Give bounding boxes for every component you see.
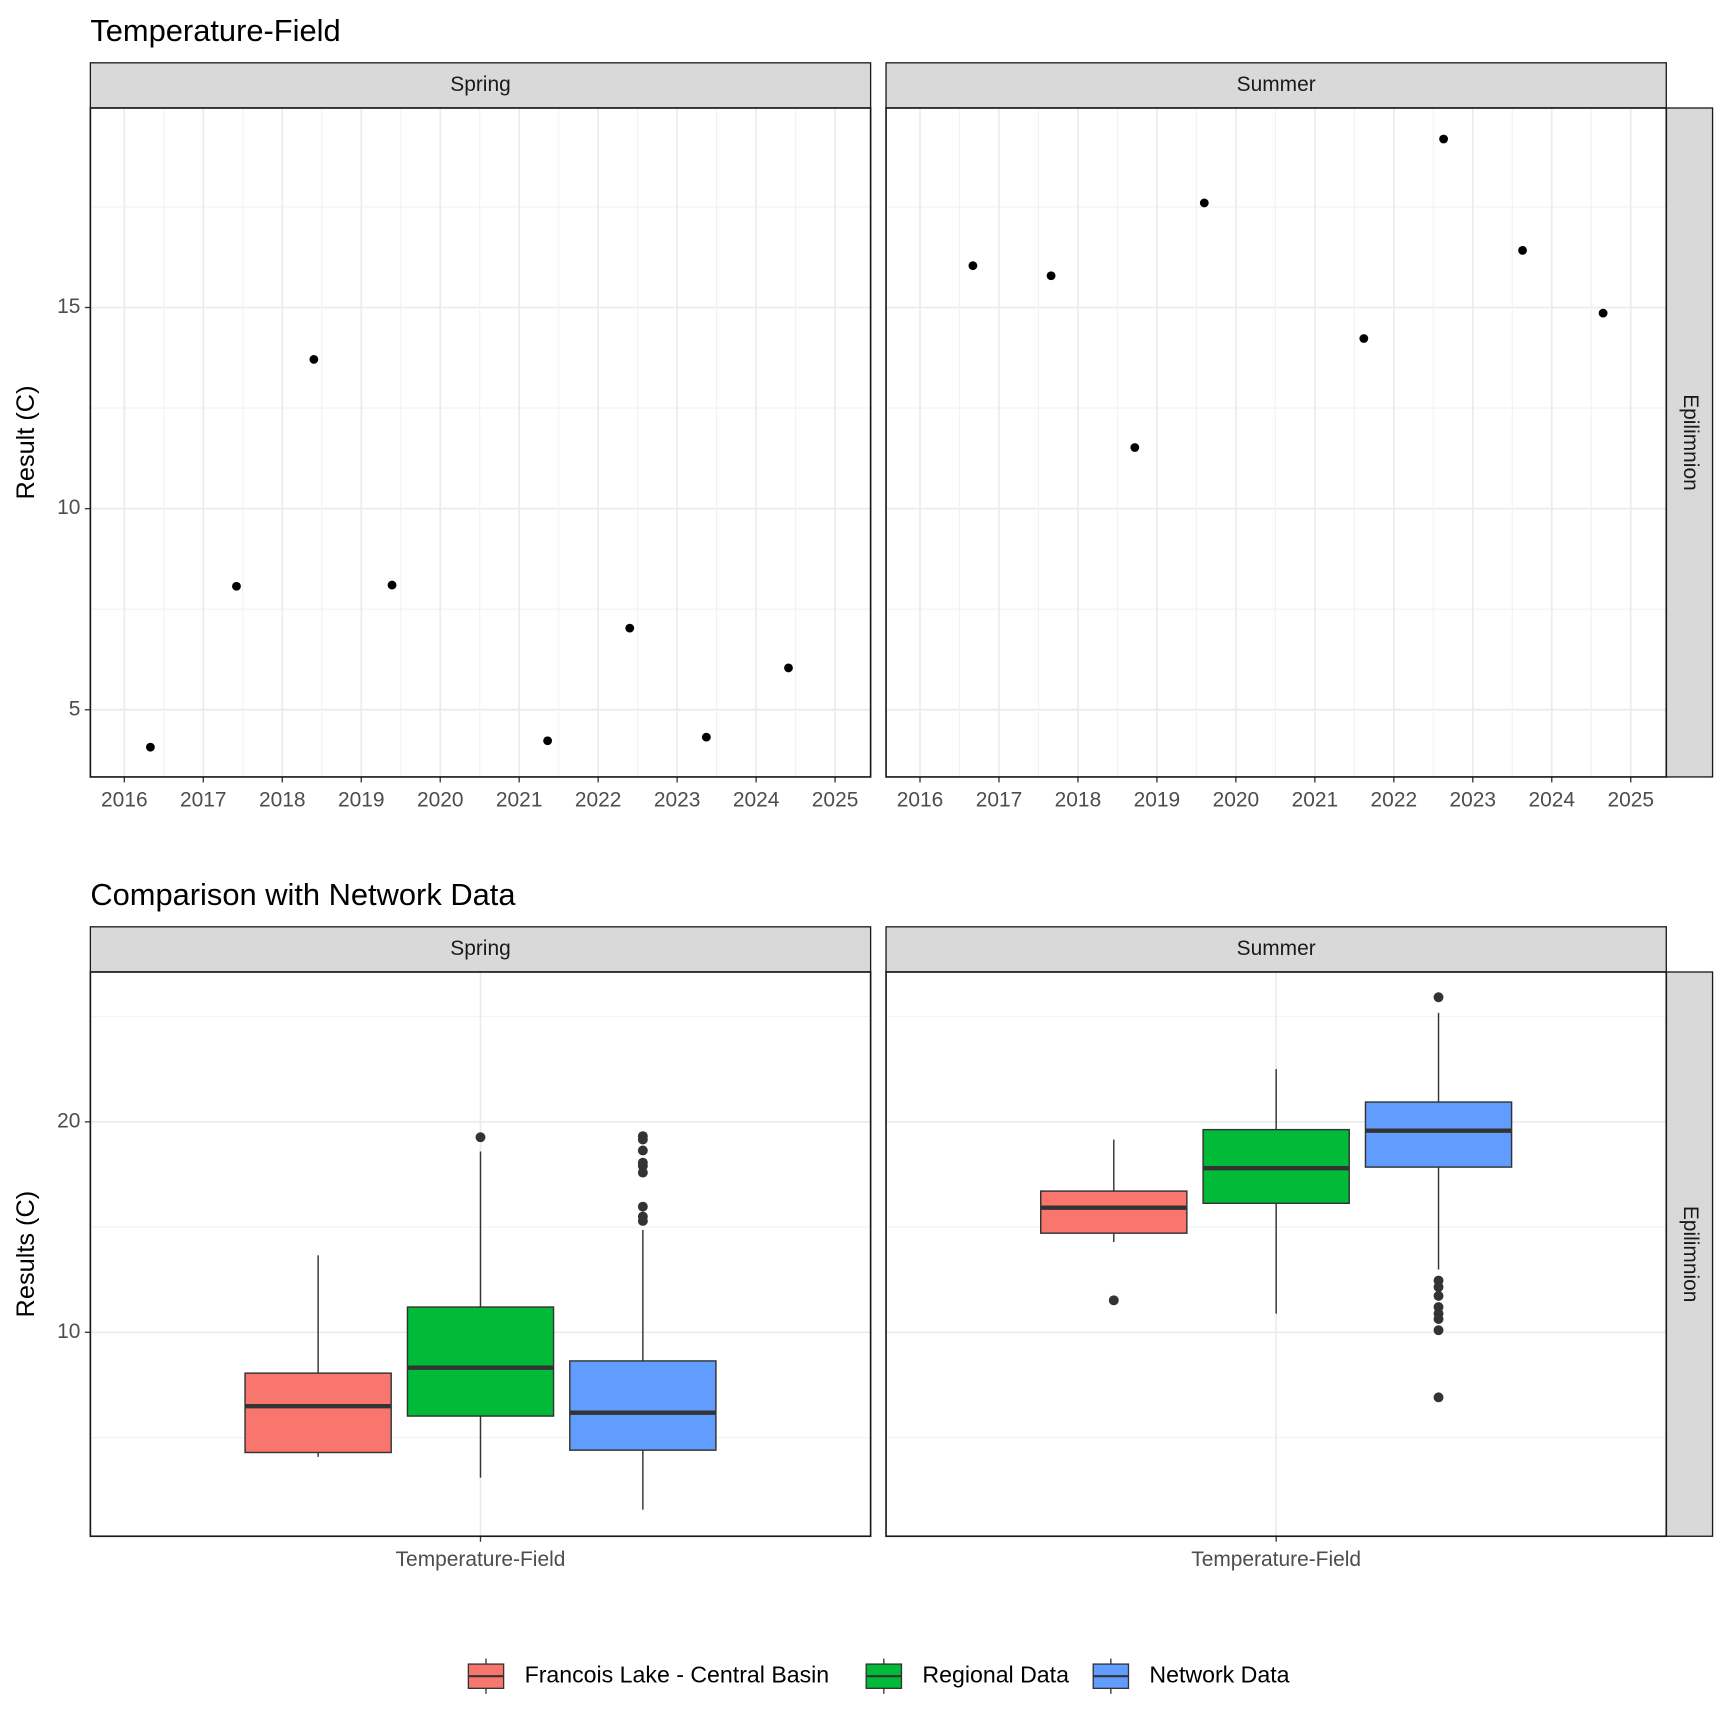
x-tick-label: 2022 <box>575 789 622 812</box>
x-tick-label: 2021 <box>496 789 543 812</box>
point <box>1046 271 1056 281</box>
y-axis-label: Results (C) <box>12 1191 40 1318</box>
point <box>387 580 397 590</box>
x-tick-label: Temperature-Field <box>1191 1548 1361 1571</box>
panel-strip <box>89 926 872 973</box>
x-tick-label: 2020 <box>417 789 464 812</box>
point <box>1130 443 1140 452</box>
outlier <box>1433 1290 1444 1301</box>
point <box>543 736 553 746</box>
x-tick-label: 2025 <box>1607 789 1654 812</box>
box <box>406 1306 555 1417</box>
x-tick-label: 2020 <box>1213 789 1260 812</box>
point <box>1598 308 1608 318</box>
x-tick-label: 2025 <box>812 789 859 812</box>
y-tick-label: 20 <box>57 1109 80 1132</box>
legend-label: Regional Data <box>922 1661 1069 1687</box>
box <box>1040 1190 1188 1234</box>
outlier <box>1433 1314 1444 1325</box>
x-tick-label: 2024 <box>733 789 780 812</box>
legend-label: Network Data <box>1149 1661 1289 1687</box>
x-tick-label: 2023 <box>654 789 701 812</box>
panel-background <box>886 108 1667 777</box>
outlier <box>1433 1282 1444 1293</box>
outlier <box>1108 1295 1119 1306</box>
panel-border <box>89 107 872 778</box>
point <box>1359 334 1369 343</box>
point <box>784 663 793 673</box>
point <box>968 261 978 271</box>
row-strip-label: Epilimnion <box>1679 394 1702 491</box>
panel-strip <box>89 62 872 109</box>
outlier <box>1433 1325 1444 1336</box>
panel-strip-label: Spring <box>450 937 510 960</box>
outlier <box>637 1131 648 1142</box>
y-tick-label: 5 <box>69 697 81 720</box>
x-tick-label: 2021 <box>1292 789 1339 812</box>
x-tick-label: Temperature-Field <box>396 1548 566 1571</box>
panel-background <box>90 108 871 777</box>
x-tick-label: 2018 <box>259 789 306 812</box>
x-tick-label: 2016 <box>101 789 148 812</box>
outlier <box>637 1201 648 1212</box>
point <box>625 623 635 633</box>
chart-title: Temperature-Field <box>90 13 340 48</box>
panel-border <box>885 971 1668 1538</box>
panel-border <box>885 107 1668 778</box>
outlier <box>637 1145 648 1156</box>
point <box>1518 245 1527 255</box>
box <box>244 1372 392 1454</box>
row-strip-label: Epilimnion <box>1679 1206 1702 1303</box>
legend-label: Francois Lake - Central Basin <box>525 1661 830 1687</box>
panel-strip-label: Summer <box>1237 73 1316 96</box>
outlier <box>637 1211 648 1222</box>
point <box>701 732 711 742</box>
box <box>1364 1101 1513 1168</box>
panel-strip-label: Summer <box>1237 937 1316 960</box>
point <box>309 354 319 364</box>
point <box>145 742 155 752</box>
point <box>1199 198 1209 208</box>
x-tick-label: 2017 <box>976 789 1023 812</box>
x-tick-label: 2023 <box>1450 789 1497 812</box>
chart-title: Comparison with Network Data <box>90 877 516 912</box>
x-tick-label: 2016 <box>897 789 944 812</box>
box <box>569 1360 717 1451</box>
x-tick-label: 2019 <box>1134 789 1181 812</box>
x-tick-label: 2018 <box>1055 789 1102 812</box>
outlier <box>1433 1392 1444 1403</box>
panel-strip <box>885 62 1667 109</box>
point <box>232 581 241 591</box>
y-axis-label: Result (C) <box>12 385 40 499</box>
outlier <box>637 1157 648 1168</box>
outlier <box>475 1132 486 1143</box>
point <box>1439 134 1448 144</box>
row-strip <box>1665 107 1714 778</box>
panel-strip-label: Spring <box>450 73 510 96</box>
x-tick-label: 2019 <box>338 789 385 812</box>
panel-border <box>89 971 872 1538</box>
panel-strip <box>885 926 1667 973</box>
y-tick-label: 15 <box>57 295 80 318</box>
x-tick-label: 2024 <box>1529 789 1576 812</box>
y-tick-label: 10 <box>57 1320 80 1343</box>
y-tick-label: 10 <box>57 496 80 519</box>
x-tick-label: 2022 <box>1371 789 1418 812</box>
outlier <box>1433 992 1444 1003</box>
x-tick-label: 2017 <box>180 789 227 812</box>
